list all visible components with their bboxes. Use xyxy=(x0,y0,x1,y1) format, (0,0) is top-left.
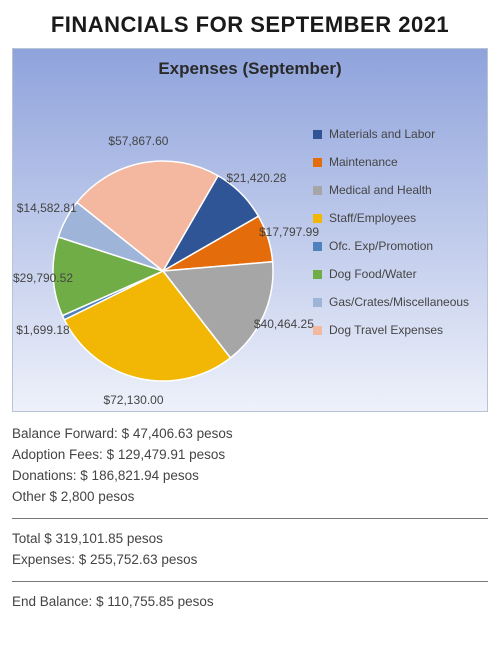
summary-value: $ 47,406.63 pesos xyxy=(122,426,233,441)
legend-item: Dog Food/Water xyxy=(313,267,481,281)
divider xyxy=(12,581,488,582)
financials-page: FINANCIALS FOR SEPTEMBER 2021 Expenses (… xyxy=(0,12,500,612)
legend-item: Dog Travel Expenses xyxy=(313,323,481,337)
legend-item: Materials and Labor xyxy=(313,127,481,141)
pie-value-label: $57,867.60 xyxy=(108,134,168,148)
legend-swatch xyxy=(313,158,322,167)
divider xyxy=(12,518,488,519)
summary-value: $ 129,479.91 pesos xyxy=(107,447,226,462)
summary-value: $ 110,755.85 pesos xyxy=(96,594,214,609)
pie-value-label: $14,582.81 xyxy=(17,201,77,215)
summary-label: End Balance: xyxy=(12,594,96,609)
summary-line: Adoption Fees: $ 129,479.91 pesos xyxy=(12,445,488,466)
legend-label: Maintenance xyxy=(329,155,398,169)
pie-value-label: $17,797.99 xyxy=(259,225,319,239)
legend-swatch xyxy=(313,298,322,307)
summary-label: Total xyxy=(12,531,44,546)
legend-swatch xyxy=(313,130,322,139)
summary-value: $ 2,800 pesos xyxy=(50,489,135,504)
legend-item: Medical and Health xyxy=(313,183,481,197)
legend-swatch xyxy=(313,242,322,251)
pie-value-label: $72,130.00 xyxy=(103,393,163,407)
legend-swatch xyxy=(313,270,322,279)
summary-label: Expenses: xyxy=(12,552,79,567)
summary-line: Total $ 319,101.85 pesos xyxy=(12,529,488,550)
pie-chart: $21,420.28$17,797.99$40,464.25$72,130.00… xyxy=(13,81,313,411)
summary-value: $ 319,101.85 pesos xyxy=(44,531,163,546)
legend-item: Gas/Crates/Miscellaneous xyxy=(313,295,481,309)
summary-value: $ 186,821.94 pesos xyxy=(80,468,199,483)
legend-label: Dog Travel Expenses xyxy=(329,323,443,337)
chart-body: $21,420.28 $17,797.99 $40,464.25 $72,130.00… xyxy=(13,81,487,411)
legend-item: Staff/Employees xyxy=(313,211,481,225)
pie-value-label: $40,464.25 xyxy=(254,317,314,331)
legend-label: Dog Food/Water xyxy=(329,267,417,281)
legend-label: Materials and Labor xyxy=(329,127,435,141)
legend-item: Ofc. Exp/Promotion xyxy=(313,239,481,253)
chart-title: Expenses (September) xyxy=(13,49,487,81)
legend-label: Gas/Crates/Miscellaneous xyxy=(329,295,469,309)
summary-line: End Balance: $ 110,755.85 pesos xyxy=(12,592,488,613)
legend-swatch xyxy=(313,186,322,195)
legend-label: Staff/Employees xyxy=(329,211,416,225)
chart-legend: Materials and Labor Maintenance Medical an… xyxy=(313,81,487,351)
summary-line: Expenses: $ 255,752.63 pesos xyxy=(12,550,488,571)
summary-label: Adoption Fees: xyxy=(12,447,107,462)
page-title: FINANCIALS FOR SEPTEMBER 2021 xyxy=(0,12,500,38)
summary-value: $ 255,752.63 pesos xyxy=(79,552,198,567)
pie-value-label: $1,699.18 xyxy=(16,323,69,337)
summary-block-2: Total $ 319,101.85 pesosExpenses: $ 255,… xyxy=(12,529,488,571)
summary-block-3: End Balance: $ 110,755.85 pesos xyxy=(12,592,488,613)
summary-label: Balance Forward: xyxy=(12,426,122,441)
pie-value-label: $29,790.52 xyxy=(13,271,73,285)
financial-summary: Balance Forward: $ 47,406.63 pesosAdopti… xyxy=(12,424,488,612)
summary-block-1: Balance Forward: $ 47,406.63 pesosAdopti… xyxy=(12,424,488,508)
legend-swatch xyxy=(313,326,322,335)
pie-value-label: $21,420.28 xyxy=(226,171,286,185)
summary-line: Donations: $ 186,821.94 pesos xyxy=(12,466,488,487)
summary-line: Balance Forward: $ 47,406.63 pesos xyxy=(12,424,488,445)
pie-svg xyxy=(13,81,313,411)
legend-item: Maintenance xyxy=(313,155,481,169)
summary-label: Donations: xyxy=(12,468,80,483)
legend-swatch xyxy=(313,214,322,223)
summary-line: Other $ 2,800 pesos xyxy=(12,487,488,508)
expenses-chart-card: Expenses (September) $21,420.28 $17,797.9… xyxy=(12,48,488,412)
summary-label: Other xyxy=(12,489,50,504)
legend-label: Medical and Health xyxy=(329,183,432,197)
legend-label: Ofc. Exp/Promotion xyxy=(329,239,433,253)
